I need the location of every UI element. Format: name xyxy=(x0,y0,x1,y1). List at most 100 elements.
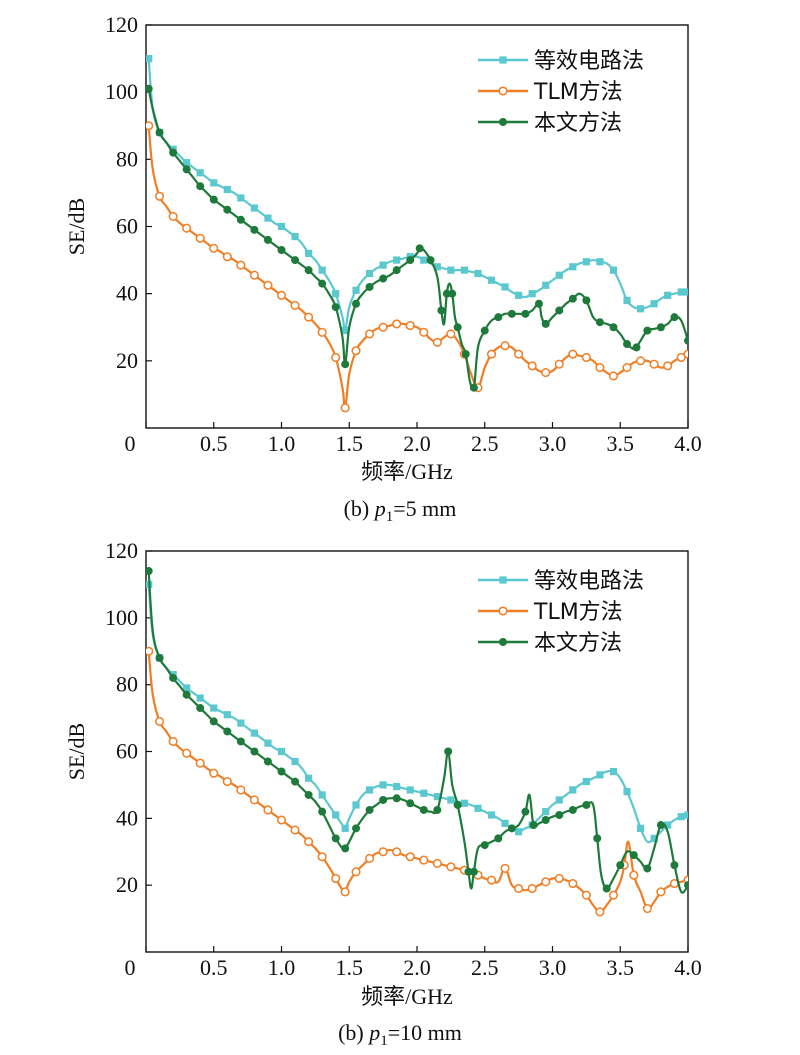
data-point xyxy=(432,337,442,347)
data-point xyxy=(521,309,530,318)
data-point xyxy=(378,847,388,857)
data-point xyxy=(291,757,299,766)
data-point xyxy=(448,289,457,298)
data-point xyxy=(352,801,360,809)
data-point xyxy=(393,782,401,791)
data-point xyxy=(263,805,273,815)
y-tick-label: 60 xyxy=(116,214,138,239)
x-axis-label: 频率/GHz xyxy=(361,984,453,1009)
data-point xyxy=(569,786,577,794)
data-point xyxy=(169,673,178,682)
x-tick-label: 2.0 xyxy=(403,955,431,980)
data-point xyxy=(146,646,154,656)
data-point xyxy=(419,855,429,865)
x-tick-label: 0.5 xyxy=(200,431,228,456)
data-point xyxy=(426,256,435,265)
data-point xyxy=(487,811,496,819)
data-point xyxy=(250,729,258,737)
y-tick-label: 80 xyxy=(116,146,138,171)
data-point xyxy=(155,716,165,726)
data-point xyxy=(643,326,652,335)
data-point xyxy=(183,159,191,167)
data-point xyxy=(405,852,415,862)
data-point xyxy=(616,861,625,870)
data-point xyxy=(528,290,536,298)
data-point xyxy=(636,356,646,366)
data-point xyxy=(331,834,340,843)
data-point xyxy=(318,807,327,816)
data-point xyxy=(340,887,350,897)
data-point xyxy=(304,266,313,275)
data-point xyxy=(684,336,688,345)
plot-area xyxy=(146,54,688,413)
x-tick-label: 3.5 xyxy=(607,431,635,456)
data-point xyxy=(222,252,232,262)
data-point xyxy=(656,323,665,332)
legend-label: TLM方法 xyxy=(533,80,623,105)
data-point xyxy=(632,343,641,352)
data-point xyxy=(596,258,604,266)
data-point xyxy=(209,243,219,253)
data-point xyxy=(168,211,178,221)
subplot-caption: (b) p1=5 mm xyxy=(344,496,457,525)
data-point xyxy=(595,363,605,373)
data-point xyxy=(195,233,205,243)
data-point xyxy=(469,383,478,392)
data-point xyxy=(276,815,287,825)
data-point xyxy=(263,235,272,244)
data-point xyxy=(629,851,638,860)
legend-marker xyxy=(498,606,508,616)
data-point xyxy=(182,748,192,758)
data-point xyxy=(392,794,401,803)
legend-marker xyxy=(499,56,507,64)
data-point xyxy=(196,182,205,191)
data-point xyxy=(453,323,462,332)
legend-label: 等效电路法 xyxy=(534,49,644,74)
data-point xyxy=(249,795,259,805)
data-point xyxy=(596,771,604,779)
data-point xyxy=(486,349,497,359)
data-point xyxy=(684,881,688,890)
y-axis-label: SE/dB xyxy=(64,723,89,780)
data-point xyxy=(670,861,679,870)
data-point xyxy=(305,249,313,257)
data-point xyxy=(332,811,340,819)
data-point xyxy=(168,736,178,747)
data-point xyxy=(542,281,550,289)
data-point xyxy=(444,747,453,756)
y-tick-label: 100 xyxy=(105,605,138,630)
data-point xyxy=(487,276,496,284)
data-point xyxy=(432,858,442,868)
data-point xyxy=(317,327,327,337)
data-point xyxy=(568,878,578,889)
chart-2: 0 0.5 1.0 1.5 2.0 2.5 3.0 3.5 4.0 20 40 60 80 100 120 频… xyxy=(64,538,702,1049)
data-point xyxy=(608,890,619,900)
data-point xyxy=(420,256,428,264)
series-line xyxy=(147,88,688,392)
data-point xyxy=(277,767,286,776)
data-point xyxy=(527,883,537,894)
legend-marker xyxy=(499,118,507,126)
data-point xyxy=(433,793,441,801)
data-point xyxy=(507,824,516,833)
legend-marker xyxy=(499,638,507,646)
data-point xyxy=(291,256,300,265)
data-point xyxy=(182,690,191,699)
y-tick-label: 20 xyxy=(116,872,138,897)
data-point xyxy=(210,179,218,187)
data-point xyxy=(515,291,523,299)
data-point xyxy=(352,299,361,308)
data-point xyxy=(670,313,679,322)
data-point xyxy=(623,340,632,349)
data-point xyxy=(447,796,455,804)
y-axis-label: SE/dB xyxy=(64,198,89,255)
data-point xyxy=(196,704,205,713)
y-tick-label: 120 xyxy=(105,538,138,563)
data-point xyxy=(318,266,326,274)
data-point xyxy=(494,834,503,843)
data-point xyxy=(379,795,388,804)
data-point xyxy=(474,804,482,812)
data-point xyxy=(684,811,688,819)
data-point xyxy=(365,329,375,339)
data-point xyxy=(277,246,286,255)
